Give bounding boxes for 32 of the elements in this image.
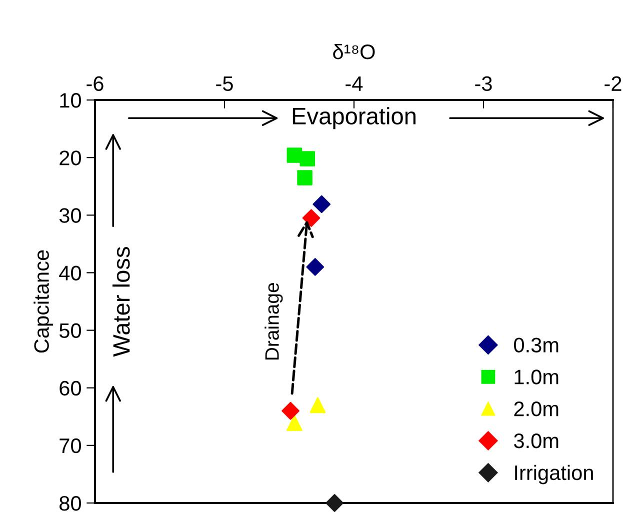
- y-tick-label: 70: [60, 438, 81, 454]
- y-tick-label: 40: [59, 266, 81, 280]
- y-tick-label: 10: [60, 93, 81, 108]
- point: [297, 170, 312, 186]
- point: [282, 402, 300, 420]
- legend-label: 0.3m: [514, 338, 558, 352]
- legend-label: 1.0m: [514, 370, 558, 384]
- legend-label: Irrigation: [515, 464, 593, 484]
- x-tick-label: -6: [86, 76, 104, 92]
- annotation: Water loss: [112, 247, 130, 357]
- point: [306, 258, 324, 276]
- x-tick-label: -3: [475, 76, 492, 92]
- point: [300, 151, 316, 166]
- y-tick-label: 50: [59, 323, 81, 338]
- x-axis-title: δ¹⁸O: [333, 44, 375, 60]
- y-axis-title: Capcitance: [34, 250, 54, 353]
- annotation: Drainage: [264, 283, 283, 360]
- annotation: Evaporation: [292, 107, 416, 130]
- legend-label: 2.0m: [514, 402, 558, 416]
- point: [312, 195, 331, 214]
- x-tick-label: -5: [216, 76, 233, 92]
- y-tick-label: 60: [60, 380, 81, 396]
- legend-label: 3.0m: [514, 433, 558, 448]
- point: [302, 209, 320, 227]
- point: [286, 415, 302, 431]
- point: [310, 397, 326, 414]
- x-tick-label: -2: [604, 76, 622, 91]
- point: [326, 494, 344, 512]
- x-tick-label: -4: [346, 76, 363, 91]
- y-tick-label: 30: [59, 208, 81, 223]
- y-tick-label: 80: [60, 496, 81, 511]
- y-tick-label: 20: [60, 150, 81, 166]
